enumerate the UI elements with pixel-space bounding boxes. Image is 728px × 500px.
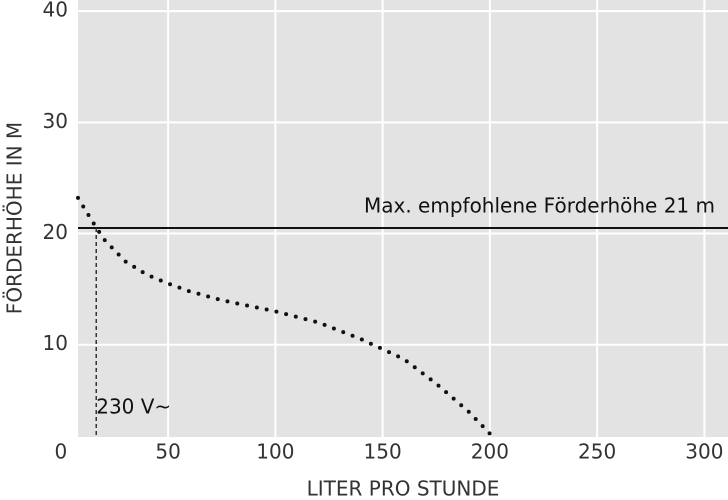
x-tick-label: 0 bbox=[54, 440, 67, 464]
y-tick-label: 30 bbox=[43, 109, 68, 133]
y-tick-label: 40 bbox=[43, 0, 68, 22]
plot-area bbox=[78, 0, 728, 437]
voltage-label: 230 V~ bbox=[96, 395, 171, 419]
y-axis-label: FÖRDERHÖHE IN M bbox=[3, 122, 27, 314]
x-tick-label: 50 bbox=[155, 440, 180, 464]
x-axis-label: LITER PRO STUNDE bbox=[307, 477, 500, 500]
x-tick-label: 300 bbox=[685, 440, 723, 464]
reference-line-label: Max. empfohlene Förderhöhe 21 m bbox=[364, 193, 715, 217]
y-tick-label: 10 bbox=[43, 331, 68, 355]
pump-curve bbox=[76, 195, 492, 436]
x-tick-label: 250 bbox=[578, 440, 616, 464]
y-tick-label: 20 bbox=[43, 220, 68, 244]
x-tick-label: 150 bbox=[364, 440, 402, 464]
x-tick-label: 200 bbox=[471, 440, 509, 464]
x-tick-label: 100 bbox=[256, 440, 294, 464]
